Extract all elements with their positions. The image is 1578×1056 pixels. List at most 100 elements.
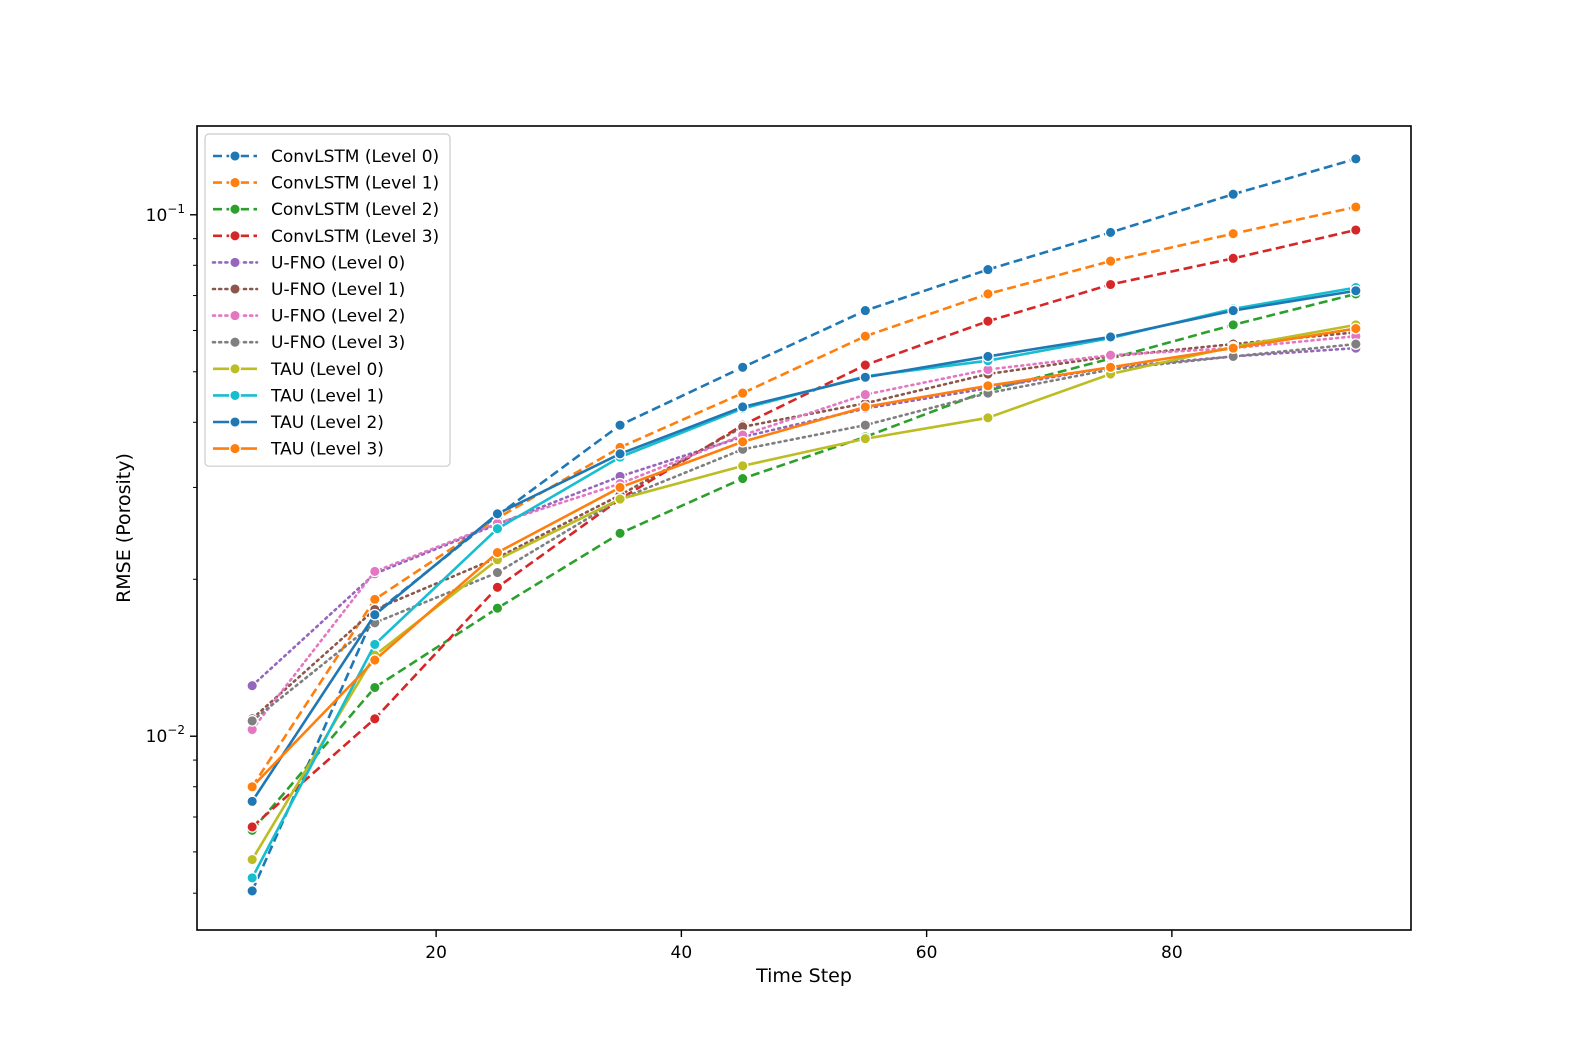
x-tick-label: 40 (671, 943, 693, 963)
legend-item: TAU (Level 1) (213, 386, 384, 406)
data-point (859, 330, 872, 343)
data-point (368, 638, 381, 651)
legend-label: ConvLSTM (Level 3) (271, 227, 439, 247)
data-point (246, 885, 259, 897)
data-point (1349, 338, 1362, 350)
legend-label: U-FNO (Level 2) (271, 307, 405, 327)
series-11 (246, 284, 1362, 808)
legend-label: TAU (Level 0) (270, 360, 384, 380)
legend-marker (229, 389, 241, 402)
x-tick-label: 60 (916, 943, 938, 963)
legend-item: TAU (Level 2) (213, 413, 384, 433)
data-point (1227, 304, 1240, 317)
data-point (491, 507, 504, 520)
legend-marker (229, 203, 241, 216)
legend-marker (229, 150, 241, 162)
series-line (250, 342, 1358, 723)
data-point (1104, 278, 1117, 291)
series-line (251, 205, 1357, 788)
legend-item: ConvLSTM (Level 3) (213, 227, 439, 247)
legend-item: ConvLSTM (Level 2) (213, 200, 439, 220)
data-point (1349, 153, 1362, 165)
data-point (859, 359, 872, 371)
data-point (246, 821, 259, 833)
data-point (246, 853, 259, 866)
legend-marker (229, 362, 241, 375)
data-point (246, 780, 259, 793)
legend-marker (229, 229, 241, 242)
series-line (251, 228, 1357, 828)
data-point (736, 401, 749, 413)
data-point (982, 411, 994, 424)
data-point (368, 565, 381, 578)
x-tick-label: 80 (1161, 943, 1183, 963)
y-tick-label: 10−1 (146, 202, 185, 226)
plot-area (246, 153, 1362, 897)
legend-marker (229, 283, 241, 295)
data-point (982, 263, 994, 276)
data-point (1104, 331, 1117, 343)
legend-item: U-FNO (Level 0) (211, 253, 405, 273)
data-point (1349, 201, 1362, 213)
data-point (1104, 255, 1117, 267)
data-point (491, 602, 504, 615)
legend-label: TAU (Level 1) (270, 386, 384, 406)
data-point (246, 795, 259, 808)
data-point (1227, 319, 1240, 331)
data-point (368, 681, 381, 694)
legend-label: ConvLSTM (Level 0) (271, 147, 439, 167)
series-12 (246, 322, 1362, 793)
legend: ConvLSTM (Level 0) ConvLSTM (Level 1) Conv… (204, 133, 451, 467)
data-point (1227, 252, 1240, 265)
data-point (736, 387, 749, 399)
data-point (614, 527, 626, 540)
series-line (251, 327, 1357, 788)
data-point (736, 435, 749, 448)
data-point (982, 315, 994, 328)
y-axis-label: RMSE (Porosity) (113, 453, 135, 603)
data-point (614, 493, 626, 505)
legend-box (204, 133, 451, 467)
series-line (250, 334, 1358, 731)
data-point (859, 388, 872, 401)
data-point (491, 566, 504, 579)
data-point (1349, 224, 1362, 236)
x-axis-label: Time Step (755, 965, 852, 987)
y-tick-label: 10−2 (146, 723, 185, 747)
legend-label: U-FNO (Level 1) (271, 280, 405, 300)
legend-item: U-FNO (Level 1) (211, 280, 405, 300)
data-point (859, 419, 872, 431)
data-point (614, 419, 626, 431)
x-axis: 20 40 60 80 (425, 930, 1183, 963)
legend-marker (229, 256, 241, 269)
data-point (491, 546, 504, 559)
data-point (368, 593, 381, 606)
data-point (491, 581, 504, 594)
data-point (368, 654, 381, 666)
legend-label: ConvLSTM (Level 1) (271, 174, 439, 194)
plot-frame (196, 125, 1412, 931)
legend-label: U-FNO (Level 0) (271, 253, 405, 273)
y-axis: 10−1 10−2 (146, 202, 197, 894)
legend-marker (229, 442, 241, 455)
legend-item: ConvLSTM (Level 0) (213, 147, 439, 167)
data-point (982, 350, 994, 363)
data-point (614, 447, 626, 460)
data-point (859, 401, 872, 413)
series-line (251, 292, 1357, 832)
legend-label: ConvLSTM (Level 2) (271, 200, 439, 220)
data-point (1104, 226, 1117, 239)
legend-marker (229, 176, 241, 189)
data-point (859, 304, 872, 317)
legend-item: U-FNO (Level 2) (211, 307, 405, 327)
data-point (982, 379, 994, 392)
data-point (1227, 227, 1240, 240)
data-point (246, 679, 259, 692)
legend-item: ConvLSTM (Level 1) (213, 174, 439, 194)
data-point (614, 481, 626, 494)
data-point (982, 288, 994, 300)
data-point (1104, 349, 1117, 362)
data-point (1349, 284, 1362, 297)
